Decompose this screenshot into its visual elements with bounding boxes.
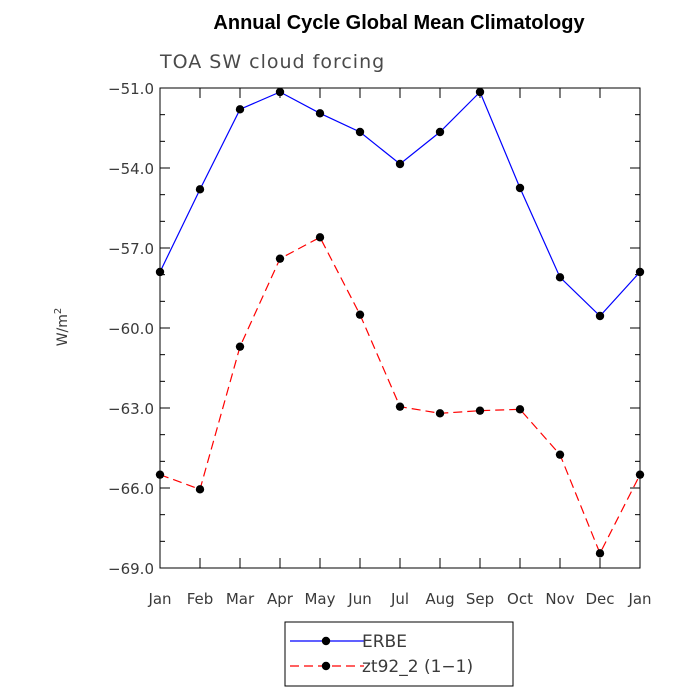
data-point bbox=[435, 409, 445, 418]
x-tick-label: Nov bbox=[545, 590, 574, 608]
data-point bbox=[395, 402, 405, 411]
y-tick-label: −57.0 bbox=[108, 240, 154, 258]
data-point bbox=[635, 470, 645, 479]
data-point bbox=[595, 311, 605, 321]
data-point bbox=[395, 159, 405, 169]
chart-title: Annual Cycle Global Mean Climatology bbox=[213, 12, 585, 34]
data-point bbox=[195, 485, 205, 494]
y-tick-label: −66.0 bbox=[108, 480, 154, 498]
data-point bbox=[635, 267, 645, 277]
y-axis-label-superscript: 2 bbox=[53, 308, 64, 314]
data-point bbox=[595, 549, 605, 558]
data-point bbox=[355, 127, 365, 137]
x-tick-label: May bbox=[304, 590, 335, 608]
data-point bbox=[155, 470, 165, 479]
x-tick-label: Jan bbox=[147, 590, 171, 608]
data-point bbox=[155, 267, 165, 277]
y-axis: −51.0 −54.0 −57.0 −60.0 −63.0 −66.0 −69.0 bbox=[108, 80, 640, 578]
data-point bbox=[355, 310, 365, 319]
x-tick-label: Jan bbox=[627, 590, 651, 608]
x-tick-label: Jul bbox=[390, 590, 409, 608]
y-tick-label: −63.0 bbox=[108, 400, 154, 418]
x-tick-label: Dec bbox=[585, 590, 614, 608]
data-point bbox=[555, 450, 565, 459]
data-point bbox=[315, 233, 325, 242]
series-line bbox=[159, 90, 641, 317]
x-tick-label: Feb bbox=[187, 590, 214, 608]
x-tick-label: Aug bbox=[425, 590, 454, 608]
data-point bbox=[275, 254, 285, 263]
x-tick-label: Oct bbox=[507, 590, 533, 608]
data-point bbox=[195, 185, 205, 194]
chart-subtitle: TOA SW cloud forcing bbox=[159, 51, 385, 73]
legend-label: zt92_2 (1−1) bbox=[362, 657, 473, 677]
series-1 bbox=[155, 87, 645, 321]
x-tick-label: Jun bbox=[347, 590, 371, 608]
data-point bbox=[235, 342, 245, 351]
x-axis: Jan Feb Mar Apr May Jun Jul Aug Sep Oct Nov Dec Jan bbox=[147, 88, 652, 608]
series-layer bbox=[155, 87, 645, 558]
data-point bbox=[475, 406, 485, 415]
x-tick-label: Sep bbox=[466, 590, 494, 608]
y-axis-label: W/m2 bbox=[53, 308, 71, 347]
data-point bbox=[475, 87, 485, 97]
y-tick-label: −60.0 bbox=[108, 320, 154, 338]
data-point bbox=[515, 405, 525, 414]
data-point bbox=[435, 127, 445, 137]
y-tick-label: −69.0 bbox=[108, 560, 154, 578]
data-point bbox=[315, 109, 325, 118]
data-point bbox=[555, 273, 565, 282]
legend-box bbox=[284, 621, 514, 687]
y-axis-label-unit: W/m bbox=[55, 314, 71, 346]
y-tick-label: −54.0 bbox=[108, 160, 154, 178]
data-point bbox=[235, 105, 245, 114]
y-tick-label: −51.0 bbox=[108, 80, 154, 98]
legend-swatch-marker bbox=[321, 636, 331, 646]
x-tick-label: Apr bbox=[267, 590, 294, 608]
legend: ERBE zt92_2 (1−1) bbox=[284, 621, 514, 687]
data-point bbox=[275, 87, 285, 97]
series-2 bbox=[155, 233, 645, 558]
legend-swatch-marker bbox=[321, 661, 331, 671]
data-point bbox=[515, 183, 525, 193]
x-tick-label: Mar bbox=[226, 590, 255, 608]
legend-label: ERBE bbox=[362, 632, 407, 652]
